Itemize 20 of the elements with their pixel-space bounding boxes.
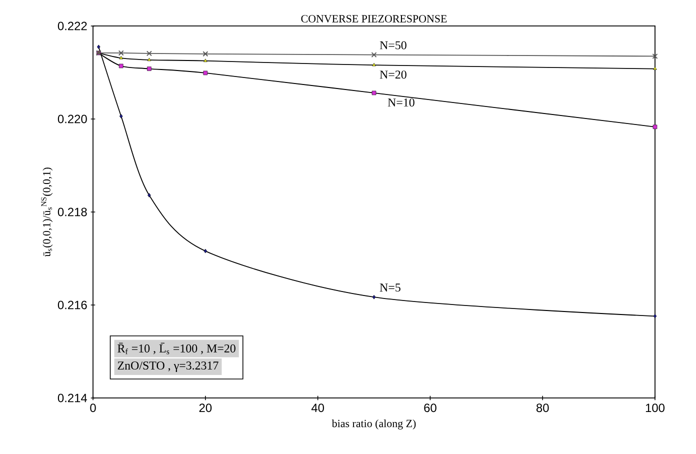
y-tick-label: 0.220 bbox=[58, 114, 87, 124]
chart-title: CONVERSE PIEZORESPONSE bbox=[301, 15, 447, 22]
y-axis-title: ū$_{s}$(0,0,1)/ū$_{s}$$^{NS}$(0,0,1) bbox=[41, 168, 53, 257]
y-tick-label: 0.218 bbox=[58, 208, 87, 216]
x-tick-label: 0 bbox=[90, 404, 96, 412]
series-label: N=10 bbox=[388, 98, 414, 107]
y-tick-label: 0.214 bbox=[58, 394, 88, 402]
x-tick-label: 60 bbox=[424, 404, 436, 412]
x-axis-title: bias ratio (along Z) bbox=[332, 420, 416, 430]
y-tick-label: 0.222 bbox=[58, 22, 87, 30]
annotation: R̄$_{f}$ =10 , L̄$_{s}$ =100 , M=20 bbox=[118, 342, 236, 354]
x-tick-label: 40 bbox=[311, 404, 324, 412]
series-label: N=50 bbox=[380, 41, 406, 50]
y-tick-label: 0.216 bbox=[58, 300, 87, 310]
series-label: N=5 bbox=[380, 284, 400, 292]
series-label: N=20 bbox=[380, 70, 406, 79]
x-tick-label: 100 bbox=[646, 404, 665, 412]
annotation: ZnO/STO , γ=3.2317 bbox=[118, 362, 218, 372]
x-tick-label: 20 bbox=[199, 404, 212, 412]
x-tick-label: 80 bbox=[536, 404, 549, 412]
